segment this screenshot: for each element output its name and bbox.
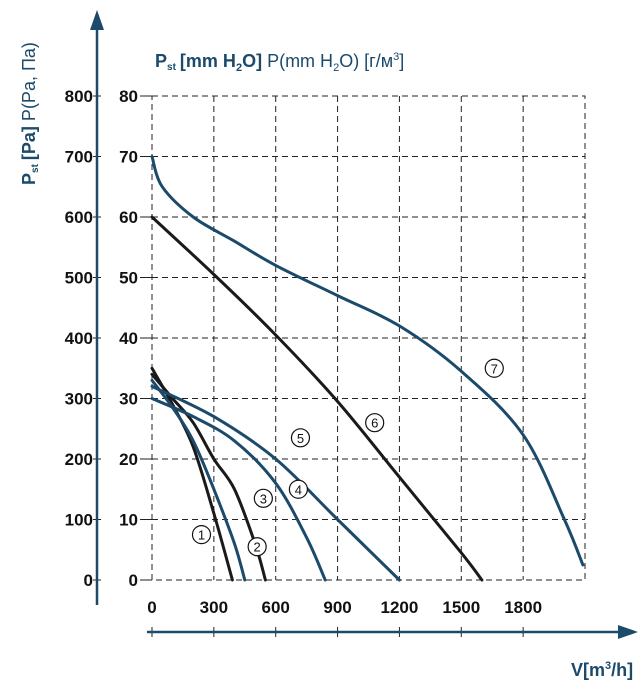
- x-tick-label: 1200: [381, 598, 419, 617]
- curve-1: [150, 366, 234, 582]
- curve-marker-label: 2: [254, 540, 261, 555]
- y-tick-label-mm: 0: [129, 571, 138, 590]
- y-tick-label-mm: 30: [119, 390, 138, 409]
- x-tick-label: 300: [200, 598, 228, 617]
- y-tick-label-pa: 800: [65, 87, 93, 106]
- x-tick-label: 1800: [504, 598, 542, 617]
- curve-4: [150, 397, 327, 582]
- curve-marker-circle: [253, 488, 273, 508]
- curve-marker-label: 6: [371, 416, 378, 431]
- curve-marker-label: 5: [297, 431, 304, 446]
- y-tick-label-pa: 200: [65, 450, 93, 469]
- y-tick-label-mm: 10: [119, 511, 138, 530]
- curves-layer: [150, 155, 585, 582]
- curve-markers: 1 2 3 4 5 6 7: [191, 358, 504, 557]
- x-axis-arrowhead: [618, 625, 638, 639]
- y-tick-label-mm: 80: [119, 87, 138, 106]
- x-axis-title: V[m3/h]: [571, 660, 633, 680]
- x-tick-label: 1500: [442, 598, 480, 617]
- y-tick-label-pa: 0: [84, 571, 93, 590]
- curve-marker-circle: [484, 358, 504, 378]
- curve-marker-label: 1: [198, 528, 205, 543]
- y-tick-label-pa: 500: [65, 269, 93, 288]
- y-axis-ticks: 0 0 100 10 200 20 300 30 400 40 500 50 600 60 700 70 800…: [65, 87, 152, 590]
- x-tick-label: 0: [147, 598, 156, 617]
- curve-marker-label: 7: [491, 361, 498, 376]
- y-tick-label-pa: 400: [65, 329, 93, 348]
- curve-7: [150, 155, 585, 567]
- curve-marker-label: 3: [260, 491, 267, 506]
- y-tick-label-mm: 40: [119, 329, 138, 348]
- chart-grid: [151, 95, 586, 581]
- y-tick-label-pa: 700: [65, 148, 93, 167]
- y-tick-label-mm: 70: [119, 148, 138, 167]
- y-tick-label-pa: 300: [65, 390, 93, 409]
- y-tick-label-mm: 60: [119, 208, 138, 227]
- x-tick-label: 900: [323, 598, 351, 617]
- y-tick-label-mm: 20: [119, 450, 138, 469]
- x-axis-ticks: 0 300 600 900 1200 1500 1800: [147, 598, 542, 637]
- curve-marker-circle: [247, 537, 267, 557]
- curve-marker-circle: [365, 413, 385, 433]
- y-tick-label-pa: 100: [65, 511, 93, 530]
- y-tick-label-mm: 50: [119, 269, 138, 288]
- curve-marker-circle: [288, 479, 308, 499]
- curve-5: [150, 384, 401, 582]
- curve-marker-circle: [191, 525, 212, 545]
- left-axis-title: Pst[Pa]P(Pa, Па): [19, 42, 41, 185]
- x-tick-label: 600: [262, 598, 290, 617]
- y-tick-label-pa: 600: [65, 208, 93, 227]
- curve-6: [150, 215, 484, 582]
- top-axis-title: Pst [mm H2O] P(mm H2O) [г/м3]: [155, 51, 404, 74]
- y-axis-arrowhead: [90, 10, 104, 30]
- curve-marker-label: 4: [295, 482, 302, 497]
- curve-marker-circle: [290, 428, 311, 448]
